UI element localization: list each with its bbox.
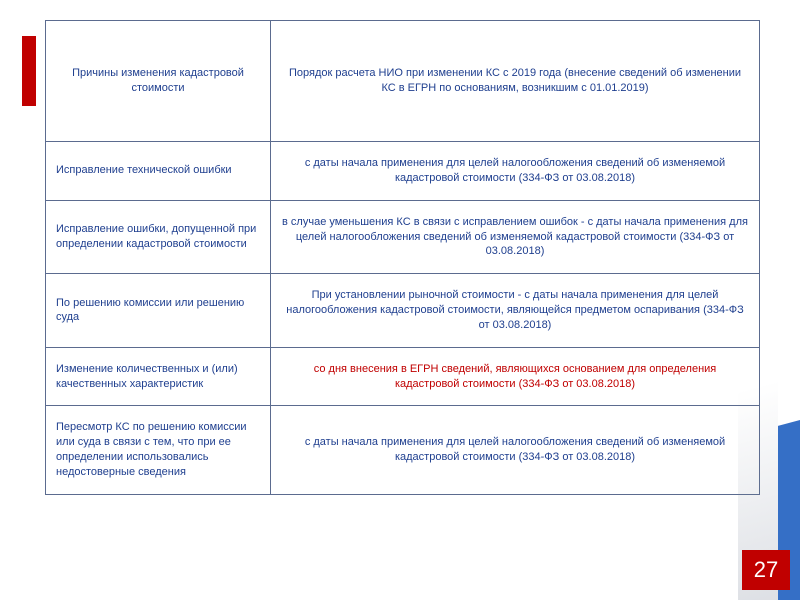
row-cell-right-highlight: со дня внесения в ЕГРН сведений, являющи… (271, 347, 760, 406)
main-table: Причины изменения кадастровой стоимости … (45, 20, 760, 495)
header-cell-right: Порядок расчета НИО при изменении КС с 2… (271, 21, 760, 142)
row-cell-left: Исправление технической ошибки (46, 142, 271, 201)
row-cell-right: с даты начала применения для целей налог… (271, 406, 760, 494)
row-cell-right: с даты начала применения для целей налог… (271, 142, 760, 201)
row-cell-left: Изменение количественных и (или) качеств… (46, 347, 271, 406)
table-body: Причины изменения кадастровой стоимости … (46, 21, 760, 495)
row-cell-right: При установлении рыночной стоимости - с … (271, 274, 760, 348)
table-row: Исправление ошибки, допущенной при опред… (46, 200, 760, 274)
table-container: Причины изменения кадастровой стоимости … (45, 20, 760, 495)
row-cell-right: в случае уменьшения КС в связи с исправл… (271, 200, 760, 274)
row-cell-left: Пересмотр КС по решению комиссии или суд… (46, 406, 271, 494)
header-cell-left: Причины изменения кадастровой стоимости (46, 21, 271, 142)
row-cell-left: Исправление ошибки, допущенной при опред… (46, 200, 271, 274)
table-row: Исправление технической ошибки с даты на… (46, 142, 760, 201)
table-row: Пересмотр КС по решению комиссии или суд… (46, 406, 760, 494)
row-cell-left: По решению комиссии или решению суда (46, 274, 271, 348)
page-number-badge: 27 (742, 550, 790, 590)
table-header-row: Причины изменения кадастровой стоимости … (46, 21, 760, 142)
table-row: Изменение количественных и (или) качеств… (46, 347, 760, 406)
left-red-accent (22, 36, 36, 106)
table-row: По решению комиссии или решению суда При… (46, 274, 760, 348)
